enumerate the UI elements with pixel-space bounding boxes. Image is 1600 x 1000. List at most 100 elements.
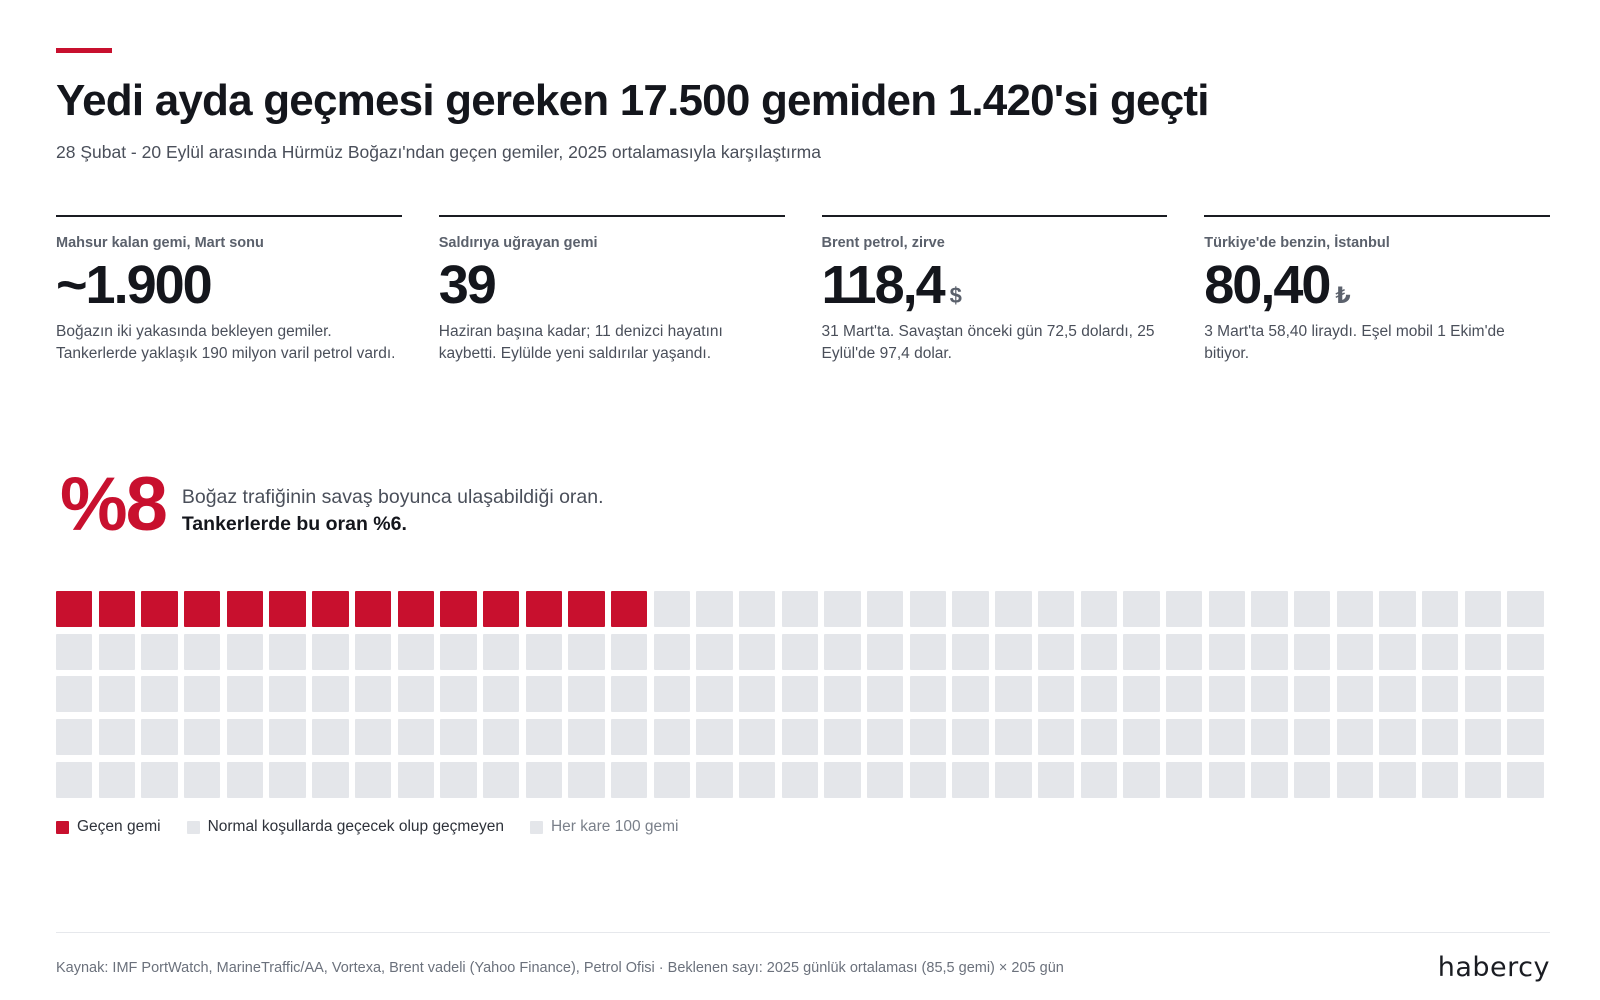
stat-value: 80,40 [1204,255,1331,315]
waffle-cell-empty [1507,719,1544,756]
waffle-cell-empty [56,676,93,713]
waffle-cell-empty [1379,633,1416,670]
waffle-cell-empty [1422,633,1459,670]
waffle-cell-empty [312,761,349,798]
waffle-cell-empty [397,633,434,670]
waffle-cell-empty [610,676,648,713]
waffle-cell-empty [653,676,691,713]
waffle-cell-empty [1251,633,1288,670]
stat-card-attacked-ships: Saldırıya uğrayan gemi 39 Haziran başına… [438,215,785,365]
footer-divider [56,932,1550,933]
waffle-cell-passed [56,591,93,627]
waffle-cell-empty [909,591,947,627]
waffle-cell-empty [1336,633,1374,670]
waffle-cell-empty [1037,633,1075,670]
stat-label: Türkiye'de benzin, İstanbul [1204,235,1390,251]
waffle-cell-empty [781,633,819,670]
waffle-cell-empty [1293,591,1331,627]
waffle-cell-empty [995,676,1032,713]
waffle-cell-empty [1123,633,1160,670]
waffle-cell-empty [739,676,776,713]
waffle-cell-empty [909,633,947,670]
waffle-cell-empty [696,591,733,627]
waffle-cell-empty [1123,761,1160,798]
waffle-cell-empty [1422,719,1459,756]
waffle-cell-empty [696,761,733,798]
waffle-cell-empty [1293,633,1331,670]
waffle-cell-empty [1037,676,1075,713]
stat-note: 3 Mart'ta 58,40 liraydı. Eşel mobil 1 Ek… [1204,323,1505,362]
waffle-cell-empty [909,761,947,798]
dollar-unit: $ [949,283,962,308]
waffle-cell-empty [269,719,306,756]
waffle-cell-empty [482,676,520,713]
waffle-cell-empty [98,633,136,670]
waffle-cell-empty [568,719,605,756]
waffle-cell-empty [1037,761,1075,798]
waffle-cell-empty [952,761,989,798]
waffle-cell-empty [184,633,221,670]
brand-logo: habercy [1437,952,1550,983]
lira-unit: ₺ [1335,283,1351,308]
waffle-cell-empty [1336,591,1374,627]
waffle-cell-empty [781,761,819,798]
waffle-cell-empty [226,676,264,713]
waffle-cell-empty [739,761,776,798]
waffle-cell-empty [184,676,221,713]
stat-label: Brent petrol, zirve [821,235,945,251]
waffle-cell-empty [781,719,819,756]
waffle-cell-empty [1208,676,1245,713]
source-note: Kaynak: IMF PortWatch, MarineTraffic/AA,… [56,960,1064,976]
waffle-cell-passed [269,591,306,627]
waffle-cell-empty [1251,761,1288,798]
waffle-cell-empty [98,676,136,713]
waffle-cell-empty [482,633,520,670]
waffle-cell-empty [525,676,562,713]
waffle-cell-empty [824,591,861,627]
waffle-cell-empty [867,633,904,670]
waffle-cell-empty [56,633,93,670]
waffle-cell-empty [824,633,861,670]
legend-label: Normal koşullarda geçecek olup geçmeyen [207,818,504,835]
waffle-cell-empty [1080,591,1117,627]
waffle-cell-passed [440,591,477,627]
waffle-cell-empty [952,633,989,670]
page-title: Yedi ayda geçmesi gereken 17.500 gemiden… [56,76,1209,125]
page-subtitle: 28 Şubat - 20 Eylül arasında Hürmüz Boğa… [56,142,821,162]
stat-card-fuel-price: Türkiye'de benzin, İstanbul 80,40 ₺ 3 Ma… [1204,215,1550,365]
waffle-cell-empty [1293,761,1331,798]
waffle-cell-empty [1336,676,1374,713]
waffle-cell-empty [1165,676,1203,713]
waffle-cell-empty [653,719,691,756]
legend-item-passed: Geçen gemi [56,818,161,836]
waffle-cell-passed [525,591,562,627]
waffle-cell-empty [1208,633,1245,670]
waffle-cell-empty [397,719,434,756]
waffle-cell-empty [739,633,776,670]
waffle-cell-empty [226,633,264,670]
waffle-cell-empty [1464,676,1502,713]
waffle-cell-empty [1379,676,1416,713]
waffle-cell-empty [1336,719,1374,756]
ratio-value: %8 [60,462,168,547]
waffle-cell-empty [525,719,562,756]
waffle-cell-empty [1379,591,1416,627]
swatch-scale [529,820,543,834]
waffle-cell-empty [1123,719,1160,756]
waffle-cell-passed [141,591,178,627]
waffle-cell-empty [1037,719,1075,756]
stat-card-brent-oil: Brent petrol, zirve 118,4 $ 31 Mart'ta. … [821,215,1168,365]
traffic-ratio-highlight: %8 Boğaz trafiğinin savaş boyunca ulaşab… [56,462,604,547]
swatch-not-passed [186,820,200,834]
waffle-cell-empty [867,761,904,798]
stat-label: Mahsur kalan gemi, Mart sonu [56,235,264,251]
waffle-cell-empty [739,591,776,627]
stat-value: 118,4 [821,255,946,315]
waffle-cell-empty [781,591,819,627]
waffle-cell-empty [525,761,562,798]
waffle-cell-empty [1422,761,1459,798]
waffle-cell-empty [269,633,306,670]
waffle-chart [56,591,1544,798]
waffle-cell-empty [226,761,264,798]
stat-card-stranded-ships: Mahsur kalan gemi, Mart sonu ~1.900 Boğa… [56,215,402,365]
